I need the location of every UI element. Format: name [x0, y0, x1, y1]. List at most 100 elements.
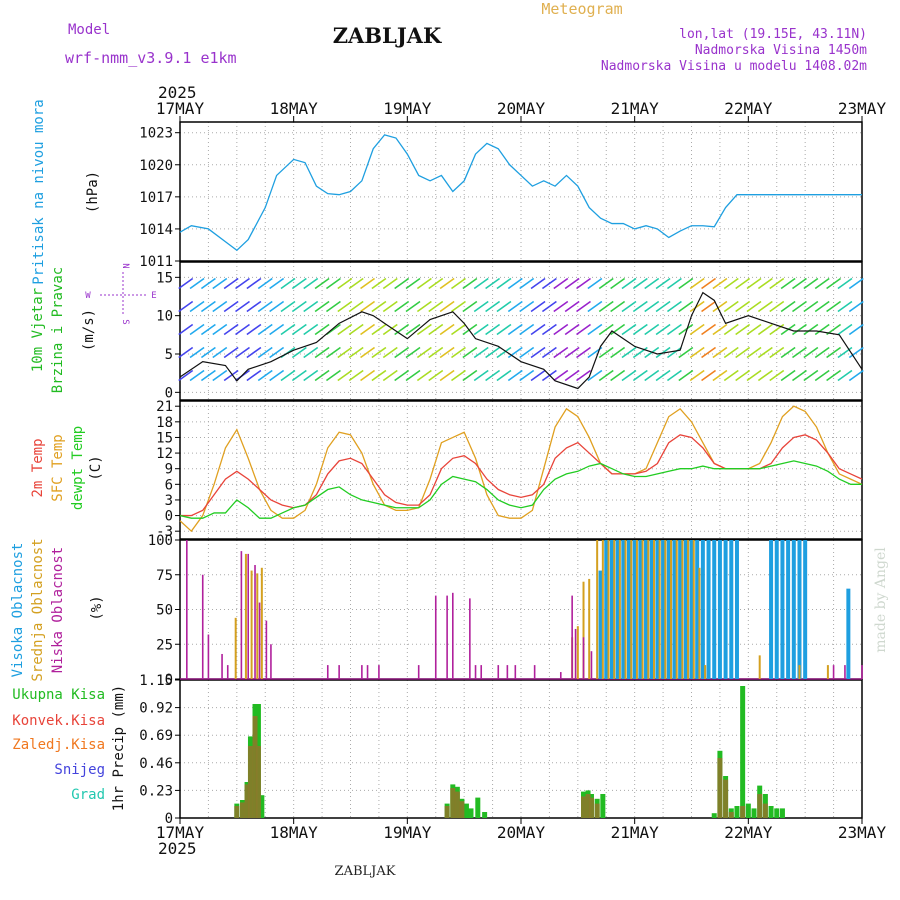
wind-arrow [360, 369, 376, 382]
mid-cloud-bar [607, 540, 610, 679]
wind-arrow [678, 300, 694, 313]
wind-arrow [200, 277, 216, 290]
wind-arrow [348, 369, 364, 382]
total-rain-bar [779, 808, 785, 818]
wind-arrow [780, 277, 796, 290]
high-cloud-bar [666, 540, 671, 679]
wind-arrow [394, 323, 410, 336]
wind-arrow [337, 346, 353, 359]
wind-arrow [735, 277, 751, 290]
wind-arrow [689, 277, 705, 290]
wind-arrow [223, 346, 239, 359]
wind-arrow [757, 323, 773, 336]
wind-arrow [473, 277, 489, 290]
wind-arrow [701, 323, 717, 336]
wind-arrow [826, 346, 842, 359]
wind-arrow [462, 277, 478, 290]
high-cloud-bar [797, 540, 802, 679]
mid-cloud-bar [692, 540, 695, 679]
wind-arrow [780, 346, 796, 359]
wind-arrow [360, 323, 376, 336]
wind-arrow [587, 300, 603, 313]
mid-cloud-bar [635, 540, 638, 679]
wind-arrow [757, 277, 773, 290]
wind-arrow [837, 346, 853, 359]
x-tick-label-bottom: 21MAY [611, 823, 660, 842]
y-tick-label: 0 [165, 509, 173, 525]
y-tick-label: 0.69 [139, 728, 173, 744]
wind-arrow [769, 323, 785, 336]
model-elevation-text: Nadmorska Visina u modelu 1408.02m [601, 59, 867, 74]
wind-arrow [576, 277, 591, 290]
panel-frame [179, 400, 863, 540]
convective-rain-bar [450, 788, 456, 818]
wind-arrow [405, 323, 421, 336]
year-label-top: 2025 [158, 83, 197, 102]
wind-arrow [848, 300, 864, 313]
high-cloud-bar [615, 540, 620, 679]
wind-arrow [519, 346, 535, 359]
wind-arrow [473, 346, 489, 359]
y-tick-label: 50 [156, 603, 173, 619]
wind-arrow [473, 369, 489, 382]
wind-arrow [746, 300, 762, 313]
wind-arrow [269, 300, 285, 313]
high-cloud-bar [609, 540, 614, 679]
mid-cloud-bar [698, 567, 701, 679]
wind-arrow [837, 323, 853, 336]
wind-arrow [587, 277, 603, 290]
compass-rose: N W E S [85, 263, 156, 324]
wind-arrow [303, 346, 319, 359]
wind-arrow [235, 346, 250, 359]
wind-arrow [644, 300, 660, 313]
wind-arrow [507, 323, 523, 336]
wind-arrow [348, 300, 364, 313]
wind-arrow [507, 346, 523, 359]
low-cloud-bar [574, 628, 577, 679]
wind-arrow [485, 346, 501, 359]
wind-arrow [632, 300, 648, 313]
wind-arrow [746, 323, 762, 336]
wind-arrow [314, 346, 330, 359]
wind-arrow [462, 300, 478, 313]
high-cloud-bar [774, 540, 779, 679]
wind-side-label-1: 10m Vjetar [30, 288, 46, 372]
wind-arrow [769, 277, 785, 290]
wind-arrow [689, 323, 705, 336]
wind-arrow [451, 369, 466, 382]
pressure-line [179, 134, 862, 252]
high-cloud-bar [661, 540, 666, 679]
wind-arrow [451, 277, 466, 290]
wind-arrow [496, 369, 512, 382]
wind-arrow [235, 323, 250, 336]
wind-arrow [735, 323, 751, 336]
convective-rain-bar [585, 794, 591, 818]
wind-arrow [610, 323, 626, 336]
wind-arrow [257, 346, 273, 359]
high-cloud-bar [769, 540, 774, 679]
wind-arrow [416, 369, 432, 382]
wind-arrow [610, 369, 626, 382]
y-tick-label: 12 [156, 446, 173, 462]
wind-arrow [553, 369, 569, 382]
wind-arrow [576, 369, 591, 382]
wind-arrow [382, 300, 398, 313]
wind-arrow [678, 369, 694, 382]
wind-arrow [576, 346, 591, 359]
high-cloud-bar [632, 540, 637, 679]
convective-rain-bar [444, 806, 450, 818]
precip-legend: Ukupna Kisa Konvek.Kisa Zaledj.Kisa Snij… [12, 687, 105, 803]
model-name: wrf-nmm_v3.9.1 e1km [65, 49, 237, 67]
wind-arrow [382, 323, 398, 336]
compass-n: N [120, 263, 130, 268]
wind-arrow [291, 346, 307, 359]
wind-arrow [666, 323, 682, 336]
station-title: ZABLJAK [333, 23, 442, 48]
low-cloud-bar [326, 665, 329, 679]
wind-unit-label: (m/s) [81, 309, 97, 351]
wind-arrow [735, 369, 751, 382]
low-cloud-bar [533, 665, 536, 679]
wind-arrow [178, 323, 194, 336]
mid-cloud-bar [596, 540, 599, 679]
wind-arrow [382, 277, 398, 290]
